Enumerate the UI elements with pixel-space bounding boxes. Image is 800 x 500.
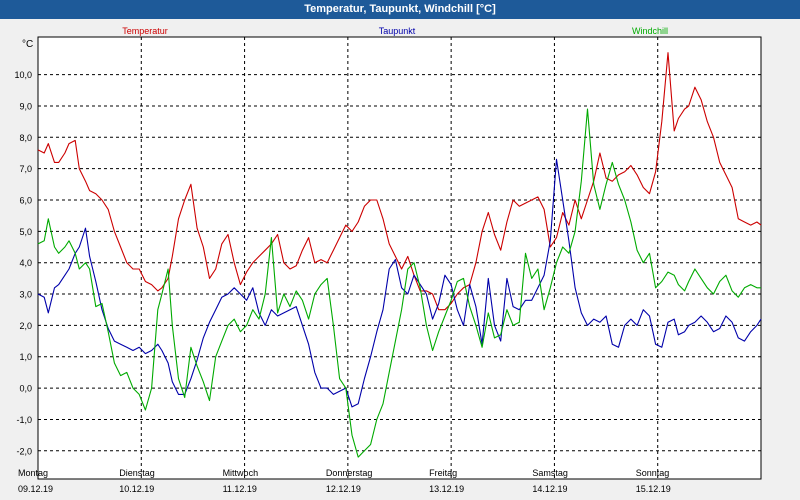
y-tick-label: 1,0 <box>19 352 32 362</box>
x-tick-weekday: Montag <box>18 468 48 478</box>
x-tick-date: 14.12.19 <box>532 484 567 494</box>
x-tick-weekday: Sonntag <box>636 468 670 478</box>
y-tick-label: 2,0 <box>19 321 32 331</box>
y-tick-label: 6,0 <box>19 196 32 206</box>
series-line-taupunkt <box>37 158 762 408</box>
series-line-temperatur <box>37 52 762 311</box>
legend: Temperatur Taupunkt Windchill <box>122 26 668 36</box>
y-tick-label: 3,0 <box>19 290 32 300</box>
series-line-windchill <box>37 108 761 458</box>
y-tick-label: -2,0 <box>16 446 32 456</box>
x-tick-weekday: Freitag <box>429 468 457 478</box>
y-tick-label: 10,0 <box>14 70 32 80</box>
x-tick-weekday: Donnerstag <box>326 468 373 478</box>
axis-labels: °C -2,0 -1,0 0,0 1,0 2,0 3,0 4,0 5,0 6,0 7,0 8,0 9,… <box>14 39 670 494</box>
grid <box>38 37 761 479</box>
x-tick-weekday: Mittwoch <box>223 468 259 478</box>
x-tick-date: 09.12.19 <box>18 484 53 494</box>
legend-item: Temperatur <box>122 26 168 36</box>
y-tick-label: 5,0 <box>19 227 32 237</box>
y-tick-label: 9,0 <box>19 101 32 111</box>
y-tick-label: 4,0 <box>19 258 32 268</box>
series-layer <box>37 52 762 458</box>
y-axis-label: °C <box>22 39 33 50</box>
x-tick-date: 13.12.19 <box>429 484 464 494</box>
x-tick-date: 11.12.19 <box>223 484 257 494</box>
legend-item: Taupunkt <box>379 26 416 36</box>
x-tick-date: 12.12.19 <box>326 484 361 494</box>
y-tick-label: 8,0 <box>19 133 32 143</box>
plot-area <box>37 36 762 480</box>
x-tick-weekday: Dienstag <box>119 468 155 478</box>
x-tick-weekday: Samstag <box>532 468 568 478</box>
window-title: Temperatur, Taupunkt, Windchill [°C] <box>0 0 800 19</box>
y-tick-label: 7,0 <box>19 164 32 174</box>
y-tick-label: -1,0 <box>16 415 32 425</box>
x-tick-date: 10.12.19 <box>119 484 154 494</box>
chart: °C -2,0 -1,0 0,0 1,0 2,0 3,0 4,0 5,0 6,0 7,0 8,0 9,… <box>0 19 800 500</box>
y-tick-label: 0,0 <box>19 384 32 394</box>
legend-item: Windchill <box>632 26 668 36</box>
x-tick-date: 15.12.19 <box>636 484 671 494</box>
